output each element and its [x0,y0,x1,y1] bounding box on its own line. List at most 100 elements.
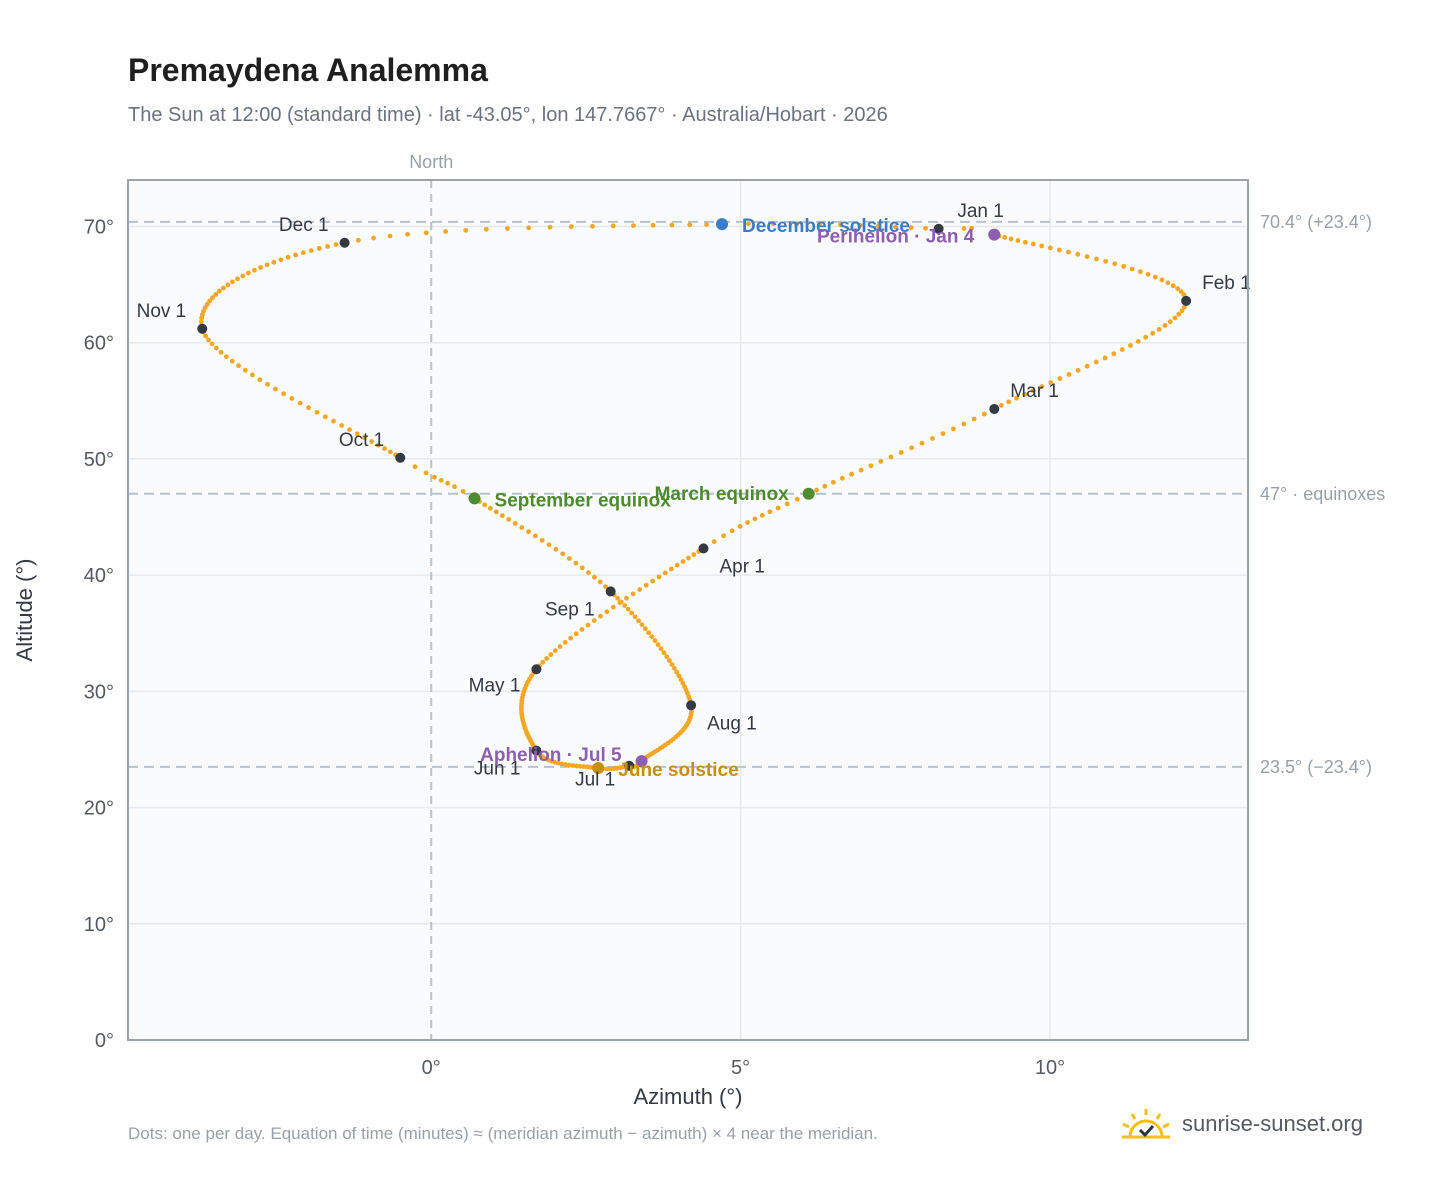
month-marker [933,223,944,234]
day-dot [1119,347,1125,353]
month-marker [395,452,406,463]
day-dot [316,246,322,251]
month-marker [989,403,1000,414]
day-dot [264,262,270,268]
plot-frame [127,179,1249,1041]
day-dot [678,677,684,682]
plot-area [128,180,1248,1040]
day-dot [622,603,628,608]
day-dot [506,517,512,522]
day-dot [560,551,566,557]
day-dot [540,659,546,665]
day-dot [229,358,235,364]
day-dot [482,502,488,508]
day-dot [265,381,270,387]
day-dot [382,446,387,451]
day-dot [577,763,583,769]
day-dot [210,295,215,301]
day-dot [579,565,585,571]
month-label: Mar 1 [1010,381,1059,402]
day-dot [680,680,686,686]
day-dot [898,450,904,455]
day-dot [838,222,843,228]
day-dot [1165,280,1171,286]
day-dot [737,524,743,529]
month-label: Feb 1 [1202,273,1251,294]
day-dot [258,265,264,270]
day-dot [423,470,429,476]
day-dot [1181,304,1187,310]
day-dot [646,630,651,636]
day-dot [655,642,661,648]
month-marker [624,760,635,771]
day-dot [586,570,591,575]
day-dot [493,509,499,515]
brand-logo[interactable]: sunrise-sunset.org [1120,1104,1363,1144]
day-dot [1057,376,1063,381]
x-axis-title: Azimuth (°) [633,1084,742,1109]
month-marker [531,745,542,756]
day-dot [969,225,975,231]
day-dot [209,341,215,347]
event-marker [716,218,729,231]
day-dot [240,273,246,279]
day-dot [814,487,819,493]
day-dot [637,587,643,592]
day-dot [1093,359,1099,365]
y-tick-label: 60° [84,333,114,355]
day-dot [573,560,579,566]
day-dot [652,638,658,644]
day-dot [306,405,312,411]
day-dot [308,248,314,253]
day-dot [676,673,682,679]
sun-check-icon [1122,1109,1170,1139]
day-dot [568,635,573,641]
day-dot [273,386,278,392]
month-marker [605,586,616,597]
day-dot [566,556,572,561]
day-dot [579,627,585,632]
day-dot [499,513,505,518]
day-dot [369,439,375,444]
day-dot [333,242,339,247]
day-dot [729,528,735,534]
day-dot [592,574,597,580]
day-dot [452,484,457,490]
day-dot [908,225,914,230]
day-dot [909,445,914,451]
day-dot [591,618,597,623]
day-dot [487,505,493,511]
day-dot [930,436,935,441]
day-dot [207,298,213,304]
day-dot [504,226,510,231]
day-dot [1152,274,1158,280]
day-dot [1170,283,1176,289]
x-tick-label: 5° [731,1057,750,1079]
day-dot [1111,351,1117,357]
chart-subtitle: The Sun at 12:00 (standard time) · lat -… [128,104,888,126]
day-dot [1179,308,1185,314]
day-dot [1066,249,1071,255]
day-dot [1128,343,1133,348]
day-dot [585,622,591,628]
day-dot [1022,239,1028,245]
x-tick-label: 0° [422,1057,441,1079]
day-dot [483,226,489,232]
reference-line-label: 70.4° (+23.4°) [1260,212,1372,232]
day-dot [217,288,222,294]
day-dot [794,221,800,227]
day-dot [1150,330,1156,336]
day-dot [463,227,469,233]
y-tick-label: 10° [84,914,114,936]
day-dot [1066,372,1072,377]
day-dot [250,372,255,378]
day-dot [888,454,894,460]
day-dot [961,421,967,427]
month-label: Jul 1 [575,770,615,791]
day-dot [1084,254,1090,259]
day-dot [658,646,664,652]
day-dot [570,763,576,768]
day-dot [1162,323,1168,328]
day-dot [687,222,693,228]
day-dot [1159,277,1165,283]
